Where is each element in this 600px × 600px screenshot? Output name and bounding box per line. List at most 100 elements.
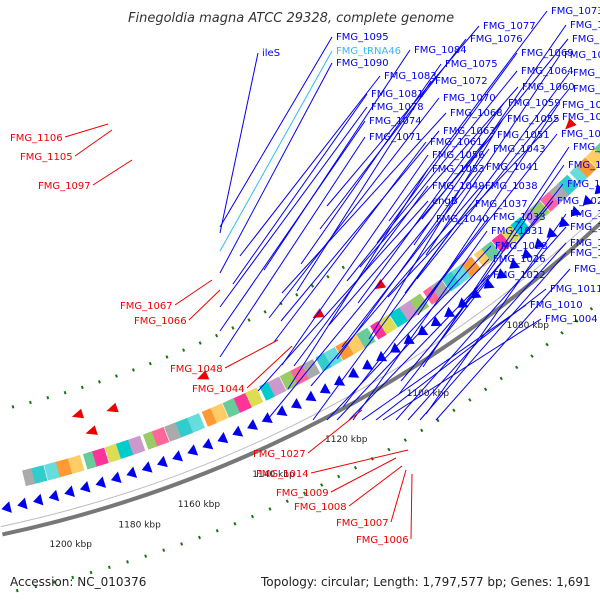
cog-block xyxy=(491,233,512,254)
reverse-gene-arrow xyxy=(71,408,84,419)
kbp-tick-label: 1140 kbp xyxy=(252,470,295,480)
forward-label-connector xyxy=(336,148,490,360)
forward-label-connector xyxy=(376,52,518,244)
reverse-gene-label: FMG_1006 xyxy=(356,535,409,546)
forward-gene-label: FMG_1040 xyxy=(436,214,489,225)
forward-gene-label: FMG_1042 xyxy=(562,112,600,123)
forward-gene-arrow xyxy=(362,359,374,370)
forward-gene-label: FMG_1070 xyxy=(443,93,496,104)
forward-label-connector xyxy=(273,141,427,343)
forward-label-connector xyxy=(281,154,429,366)
forward-label-connector xyxy=(326,25,480,207)
forward-label-connector xyxy=(232,93,368,285)
forward-gene-label: FMG_1069 xyxy=(521,48,574,59)
forward-gene-arrow xyxy=(534,237,546,249)
forward-gene-label: FMG_1030 xyxy=(567,179,600,190)
forward-gene-arrow xyxy=(521,248,533,259)
forward-gene-arrow xyxy=(291,398,302,409)
kbp-tick-label: 1160 kbp xyxy=(178,500,221,510)
forward-gene-label: engB xyxy=(432,196,458,207)
reverse-gene-label: FMG_1014 xyxy=(256,469,309,480)
forward-label-connector xyxy=(312,203,472,421)
forward-label-connector xyxy=(257,200,429,392)
forward-gene-label: FMG_1022 xyxy=(493,270,546,281)
reverse-label-connector xyxy=(74,129,113,157)
forward-gene-label: FMG_1034 xyxy=(568,160,600,171)
gc-content-dots xyxy=(14,299,600,593)
reverse-gene-label: FMG_1067 xyxy=(120,301,173,312)
cog-block xyxy=(522,208,541,227)
forward-gene-arrow xyxy=(187,444,199,456)
forward-label-connector xyxy=(425,54,561,256)
forward-gene-label: FMG_1039 xyxy=(561,129,600,140)
forward-label-connector xyxy=(357,102,505,304)
forward-gene-arrow xyxy=(95,476,107,488)
forward-gene-label: FMG_1075 xyxy=(445,59,498,70)
cog-block xyxy=(66,455,85,475)
forward-gene-arrow xyxy=(33,493,44,506)
forward-gene-label: FMG_tRNA46 xyxy=(336,46,401,57)
forward-gene-label: FMG_1057 xyxy=(564,50,600,61)
forward-gene-label: FMG_1015 xyxy=(570,248,600,259)
forward-label-connector xyxy=(416,88,570,280)
accession-text: Accession: NC_010376 xyxy=(10,575,146,589)
forward-label-connector xyxy=(219,52,259,234)
reverse-label-connector xyxy=(188,289,221,321)
cog-block xyxy=(473,248,492,268)
forward-label-connector xyxy=(368,118,504,340)
reverse-label-connector xyxy=(348,465,403,507)
forward-gene-arrow xyxy=(403,333,415,344)
kbp-tick-label: 1200 kbp xyxy=(50,540,93,550)
forward-gene-arrow xyxy=(319,383,331,394)
reverse-gene-label: FMG_1008 xyxy=(294,502,347,513)
forward-gene-arrow xyxy=(64,485,75,497)
forward-gene-label: FMG_1076 xyxy=(470,34,523,45)
cog-block xyxy=(539,191,560,212)
forward-label-connector xyxy=(429,164,565,356)
reverse-label-connector xyxy=(246,345,293,389)
forward-label-connector xyxy=(336,258,490,421)
kbp-tick-label: 1100 kbp xyxy=(407,389,450,399)
forward-gene-arrow xyxy=(594,183,600,195)
reverse-gene-label: FMG_1106 xyxy=(10,133,63,144)
forward-gene-arrow xyxy=(334,375,346,386)
forward-gene-label: FMG_1051 xyxy=(497,130,550,141)
forward-label-connector xyxy=(219,136,366,358)
forward-label-connector xyxy=(346,70,518,282)
kbp-tick-label: 1180 kbp xyxy=(118,520,161,530)
forward-gene-arrow xyxy=(444,306,456,317)
cog-block xyxy=(201,408,217,427)
forward-gene-label: FMG_1004 xyxy=(545,314,598,325)
forward-gene-arrow xyxy=(48,489,60,502)
genome-backbone xyxy=(1,220,600,537)
forward-gene-label: FMG_1081 xyxy=(371,89,424,100)
cog-block xyxy=(315,352,332,372)
forward-gene-arrow xyxy=(483,278,495,289)
forward-label-connector xyxy=(398,183,564,395)
reverse-gene-label: FMG_1009 xyxy=(276,488,329,499)
forward-gene-arrow xyxy=(546,227,558,238)
forward-label-connector xyxy=(407,242,567,421)
cog-block xyxy=(243,387,264,409)
forward-gene-label: FMG_1063 xyxy=(443,126,496,137)
forward-label-connector xyxy=(361,304,527,421)
cog-block xyxy=(82,451,97,470)
cog-block xyxy=(222,398,241,418)
forward-gene-label: FMG_1020 xyxy=(570,222,600,233)
cog-block xyxy=(164,422,182,442)
cog-block xyxy=(259,382,275,401)
forward-gene-label: FMG_1010 xyxy=(530,300,583,311)
forward-label-connector xyxy=(219,62,333,274)
forward-label-connector xyxy=(319,38,467,230)
forward-gene-label: FMG_1064 xyxy=(521,66,574,77)
forward-gene-label: FMG_1028 xyxy=(495,241,548,252)
reverse-gene-label: FMG_1105 xyxy=(20,152,73,163)
forward-gene-label: FMG_1073 xyxy=(551,6,600,17)
forward-gene-label: FMG_1061 xyxy=(430,137,483,148)
forward-label-connector xyxy=(435,268,571,421)
reverse-gene-label: FMG_1097 xyxy=(38,181,91,192)
forward-label-connector xyxy=(342,216,490,408)
forward-gene-arrow xyxy=(141,461,153,473)
forward-label-connector xyxy=(400,200,554,382)
